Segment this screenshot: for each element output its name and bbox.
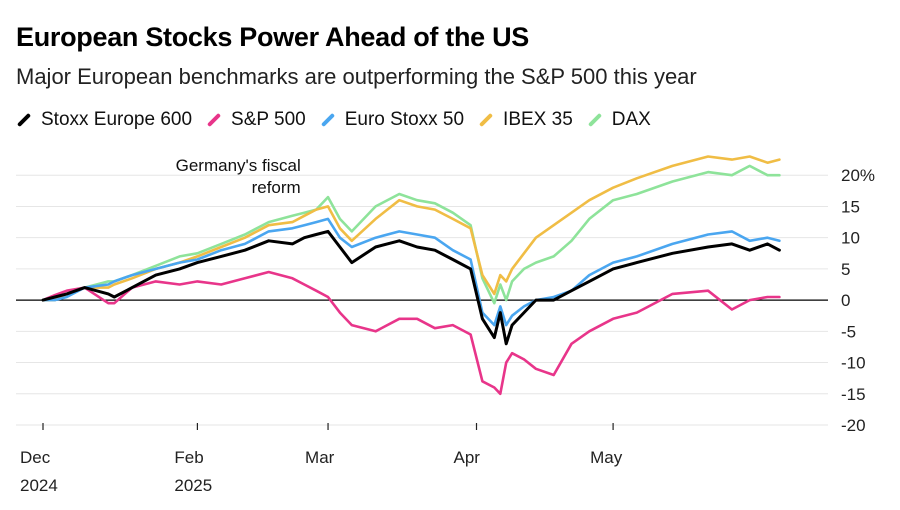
y-tick-label: 0 [841,291,850,310]
series-line-ibex-35 [41,155,781,302]
x-tick-label: Apr [454,448,481,467]
y-tick-label: 10 [841,229,860,248]
legend: Stoxx Europe 600 S&P 500 Euro Stoxx 50 I… [16,107,665,133]
x-tick-label: Mar [305,448,335,467]
legend-label-euro-stoxx-50: Euro Stoxx 50 [344,109,465,130]
y-tick-label: -20 [841,416,866,435]
y-tick-label: -15 [841,385,866,404]
legend-item-dax: DAX [587,109,651,131]
x-tick-label: Feb [174,448,203,467]
legend-label-ibex-35: IBEX 35 [503,109,573,130]
x-tick-label: May [590,448,623,467]
legend-label-stoxx-europe-600: Stoxx Europe 600 [41,109,193,130]
y-tick-label: -10 [841,354,866,373]
chart-title: European Stocks Power Ahead of the US [16,22,530,52]
legend-item-stoxx-europe-600: Stoxx Europe 600 [16,109,192,131]
y-tick-label: 15 [841,197,860,216]
x-tick-label-year: 2025 [174,476,212,495]
legend-item-euro-stoxx-50: Euro Stoxx 50 [320,109,464,131]
x-tick-label-year: 2024 [20,476,58,495]
legend-label-sp-500: S&P 500 [231,109,306,130]
y-axis: 20% 15 10 5 0 -5 -10 -15 -20 [841,166,875,435]
series-line-dax [41,164,781,305]
annotation-line-2: reform [252,178,301,197]
x-tick-label: Dec [20,448,51,467]
series-line-sp-500 [41,270,781,396]
series-lines [41,155,781,396]
series-line-euro-stoxx-50 [41,217,781,327]
legend-item-ibex-35: IBEX 35 [478,109,573,131]
y-tick-label: 20% [841,166,875,185]
legend-label-dax: DAX [611,109,651,130]
annotation-line-1: Germany's fiscal [176,156,301,175]
y-tick-label: 5 [841,260,850,279]
legend-item-sp-500: S&P 500 [206,109,306,131]
x-axis: Dec 2024 Feb 2025 Mar Apr May [20,423,623,495]
gridlines [16,174,828,426]
annotation: Germany's fiscal reform [176,156,301,197]
y-tick-label: -5 [841,322,856,341]
chart-subtitle: Major European benchmarks are outperform… [16,64,697,89]
series-line-stoxx-europe-600 [41,229,781,346]
